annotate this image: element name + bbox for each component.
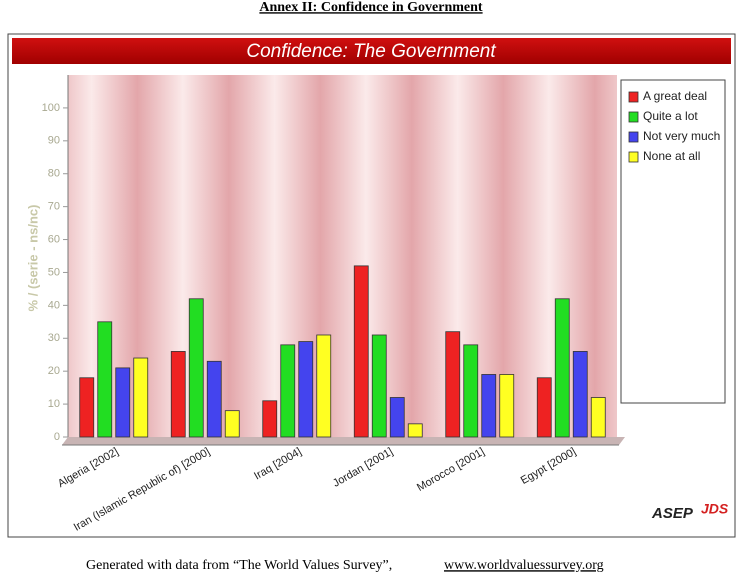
heading: Annex II: Confidence in Government: [259, 0, 483, 15]
floor: [62, 437, 625, 445]
bar: [298, 341, 314, 438]
footer-link[interactable]: www.worldvaluessurvey.org: [444, 558, 604, 573]
bar: [115, 367, 131, 438]
y-tick-label: 70: [48, 201, 60, 213]
bar: [463, 344, 479, 438]
bar: [389, 397, 405, 438]
bar: [445, 331, 461, 438]
bar: [407, 423, 423, 438]
bar: [133, 357, 149, 438]
bar: [353, 265, 369, 438]
plot-area: [68, 75, 617, 437]
legend-swatch: [628, 91, 639, 103]
legend-label: None at all: [643, 149, 700, 163]
y-tick-label: 80: [48, 168, 60, 180]
bar: [280, 344, 296, 438]
legend-swatch: [628, 111, 639, 123]
legend-label: Not very much: [643, 129, 720, 143]
y-tick-label: 60: [48, 233, 60, 245]
y-tick-label: 50: [48, 266, 60, 278]
y-tick-label: 0: [54, 431, 60, 443]
legend-swatch: [628, 131, 639, 143]
legend-swatch: [628, 151, 639, 163]
footer-text: Generated with data from “The World Valu…: [86, 558, 392, 573]
logo-jds: JDS: [701, 501, 729, 517]
y-tick-label: 90: [48, 135, 60, 147]
bar: [206, 360, 222, 438]
bar: [224, 410, 240, 438]
y-tick-label: 100: [42, 102, 60, 114]
bar: [371, 334, 387, 438]
title-bar: [12, 38, 731, 64]
bar: [97, 321, 113, 438]
logo-asep: ASEP: [651, 505, 694, 522]
y-tick-label: 30: [48, 332, 60, 344]
bar: [572, 351, 588, 438]
chart-title: Confidence: The Government: [246, 41, 496, 62]
bar: [316, 334, 332, 438]
bar: [590, 397, 606, 438]
bar: [536, 377, 552, 438]
y-tick-label: 20: [48, 365, 60, 377]
bar: [499, 374, 515, 438]
bar: [262, 400, 278, 438]
bar: [481, 374, 497, 438]
y-axis-label: % / (serie - ns/nc): [25, 205, 40, 312]
legend-label: A great deal: [643, 89, 707, 103]
bar: [554, 298, 570, 438]
bar: [170, 351, 186, 438]
y-tick-label: 10: [48, 398, 60, 410]
bar: [79, 377, 95, 438]
bar: [188, 298, 204, 438]
legend-label: Quite a lot: [643, 109, 698, 123]
y-tick-label: 40: [48, 299, 60, 311]
